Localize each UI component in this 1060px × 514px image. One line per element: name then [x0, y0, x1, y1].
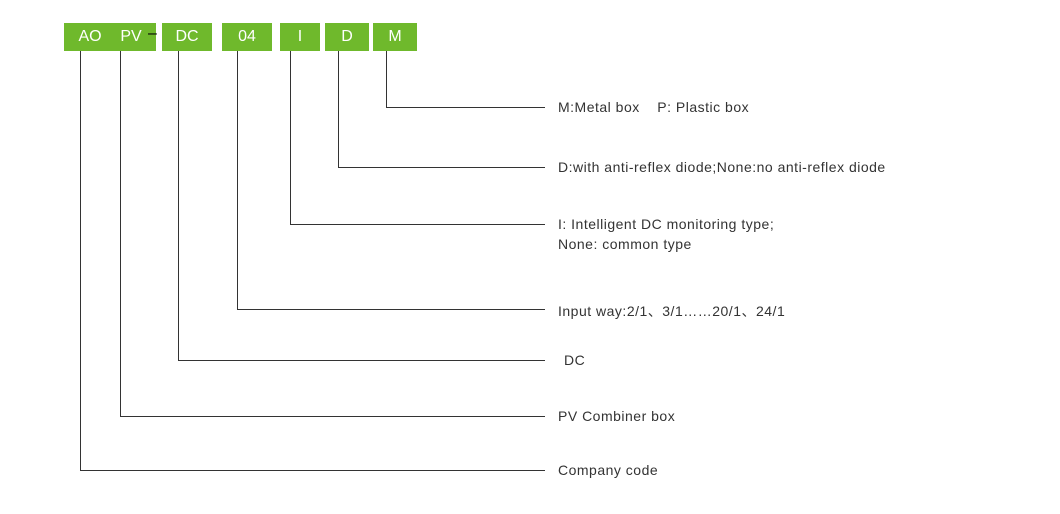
code-text: M	[388, 28, 401, 45]
code-block-d: D	[325, 23, 369, 51]
code-block-dc: DC	[162, 23, 212, 51]
connector-line	[80, 470, 545, 471]
connector-line	[237, 51, 238, 309]
connector-line	[338, 167, 545, 168]
separator-dash: –	[148, 25, 157, 43]
connector-line	[178, 51, 179, 360]
code-text: I	[298, 28, 302, 45]
desc-num: Input way:2/1、3/1……20/1、24/1	[558, 301, 785, 321]
code-text: AO	[78, 28, 101, 45]
desc-dc: DC	[564, 352, 585, 368]
nomenclature-diagram: AO PV – DC 04 I D M M:Metal box P: Plast…	[0, 0, 1060, 514]
connector-line	[338, 51, 339, 167]
connector-line	[290, 51, 291, 224]
connector-line	[178, 360, 545, 361]
connector-line	[120, 416, 545, 417]
code-text: DC	[175, 28, 198, 45]
code-text: D	[341, 28, 353, 45]
code-text: 04	[238, 28, 256, 45]
connector-line	[120, 51, 121, 416]
code-block-i: I	[280, 23, 320, 51]
code-block-num: 04	[222, 23, 272, 51]
code-text: PV	[120, 28, 141, 45]
connector-line	[386, 51, 387, 107]
connector-line	[386, 107, 545, 108]
connector-line	[237, 309, 545, 310]
desc-i-line1: I: Intelligent DC monitoring type;	[558, 216, 774, 232]
desc-pv: PV Combiner box	[558, 408, 675, 424]
desc-i-line2: None: common type	[558, 236, 692, 252]
desc-m: M:Metal box P: Plastic box	[558, 99, 749, 115]
desc-d: D:with anti-reflex diode;None:no anti-re…	[558, 159, 886, 175]
desc-ao: Company code	[558, 462, 658, 478]
connector-line	[80, 51, 81, 470]
connector-line	[290, 224, 545, 225]
code-block-m: M	[373, 23, 417, 51]
